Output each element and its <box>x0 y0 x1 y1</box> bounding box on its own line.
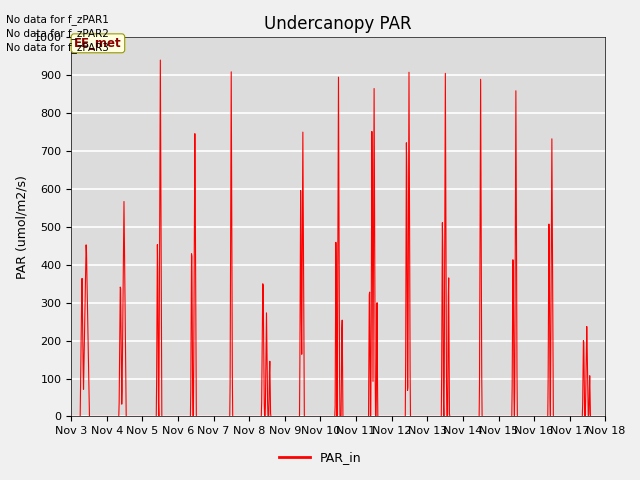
Text: No data for f_zPAR3: No data for f_zPAR3 <box>6 42 109 53</box>
Legend: PAR_in: PAR_in <box>273 446 367 469</box>
Text: EE_met: EE_met <box>74 37 122 50</box>
Text: No data for f_zPAR2: No data for f_zPAR2 <box>6 28 109 39</box>
Text: No data for f_zPAR1: No data for f_zPAR1 <box>6 13 109 24</box>
Y-axis label: PAR (umol/m2/s): PAR (umol/m2/s) <box>15 175 28 279</box>
Title: Undercanopy PAR: Undercanopy PAR <box>264 15 412 33</box>
